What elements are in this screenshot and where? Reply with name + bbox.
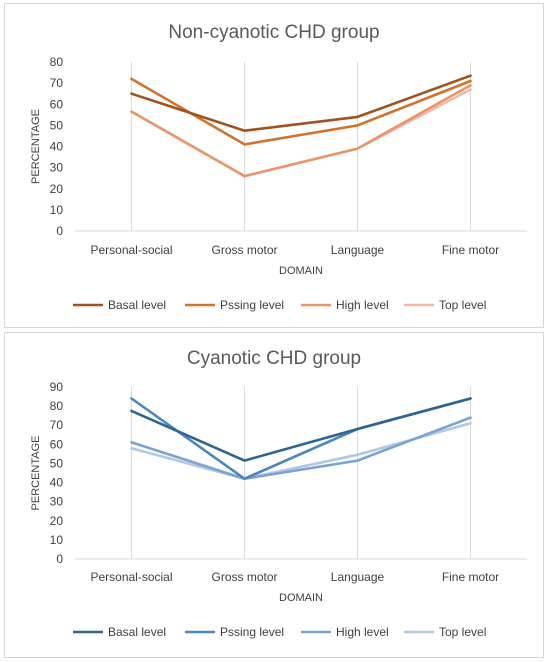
chart-title: Non-cyanotic CHD group	[168, 22, 379, 43]
chart-svg: Cyanotic CHD group 0 10 20 30 40 50 60 70 80 90 Per…	[30, 348, 527, 639]
chart-panel-cyanotic: Cyanotic CHD group 0 10 20 30 40 50 60 70 80 90 Per…	[4, 332, 544, 658]
chart-title: Cyanotic CHD group	[187, 348, 361, 369]
y-tick-label: 80	[50, 55, 64, 69]
y-axis-title: PERCENTAGE	[30, 436, 42, 511]
x-axis-title: DOMAIN	[279, 265, 323, 277]
series-line-high-level	[130, 83, 472, 178]
y-tick-label: 80	[50, 399, 64, 413]
x-tick-label: Personal-social	[90, 243, 172, 257]
y-tick-label: 0	[56, 224, 63, 238]
x-tick-label: Gross motor	[211, 243, 277, 257]
legend-label: Basal level	[108, 625, 166, 639]
legend-label: Top level	[439, 298, 486, 312]
y-tick-label: 50	[50, 456, 64, 470]
x-tick-label: Fine motor	[442, 243, 499, 257]
series-line-high-level	[130, 416, 472, 480]
y-tick-label: 10	[50, 203, 64, 217]
series-line-basal-level	[130, 74, 472, 132]
y-tick-label: 90	[50, 380, 64, 394]
legend-label: High level	[336, 298, 389, 312]
legend-label: Pssing level	[220, 625, 284, 639]
legend-label: High level	[336, 625, 389, 639]
x-tick-label: Language	[331, 243, 385, 257]
series-line-basal-level	[130, 397, 472, 462]
y-tick-label: 30	[50, 161, 64, 175]
y-axis-title: PERCENTAGE	[30, 109, 42, 184]
y-tick-label: 60	[50, 97, 64, 111]
legend-label: Top level	[439, 625, 486, 639]
y-tick-label: 40	[50, 476, 64, 490]
x-axis-title: DOMAIN	[279, 592, 323, 604]
chart-panel-non-cyanotic: Non-cyanotic CHD group 0 10 20 30 40 50 60 70 80 P…	[4, 3, 544, 328]
y-tick-label: 0	[56, 552, 63, 566]
legend-label: Basal level	[108, 298, 166, 312]
legend-label: Pssing level	[220, 298, 284, 312]
y-tick-label: 30	[50, 495, 64, 509]
chart-svg: Non-cyanotic CHD group 0 10 20 30 40 50 60 70 80 P…	[30, 22, 527, 312]
y-tick-label: 70	[50, 418, 64, 432]
y-tick-label: 20	[50, 514, 64, 528]
x-tick-label: Fine motor	[442, 570, 499, 584]
y-tick-label: 40	[50, 140, 64, 154]
y-tick-label: 10	[50, 533, 64, 547]
y-tick-label: 20	[50, 182, 64, 196]
x-tick-label: Personal-social	[90, 570, 172, 584]
x-tick-label: Language	[331, 570, 385, 584]
x-tick-label: Gross motor	[211, 570, 277, 584]
y-tick-label: 50	[50, 118, 64, 132]
y-tick-label: 60	[50, 437, 64, 451]
y-tick-label: 70	[50, 76, 64, 90]
